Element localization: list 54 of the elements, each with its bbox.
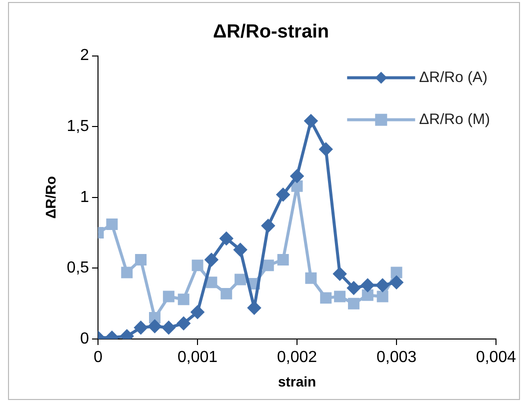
point: [162, 321, 176, 334]
point: [362, 289, 374, 301]
x-tick-label: 0,003: [376, 349, 417, 366]
point: [276, 188, 290, 202]
point: [334, 290, 346, 302]
point: [291, 180, 303, 192]
point: [262, 260, 274, 272]
point: [234, 274, 246, 286]
point: [121, 266, 133, 278]
point: [348, 298, 360, 310]
legend-label: ΔR/Ro (M): [419, 110, 490, 128]
point: [177, 316, 190, 330]
point: [148, 320, 162, 333]
point: [204, 253, 218, 266]
point: [106, 218, 118, 230]
y-tick-label: 0: [80, 330, 90, 348]
point: [390, 266, 402, 278]
point: [191, 306, 204, 319]
legend-label: ΔR/Ro (A): [419, 68, 488, 86]
point: [361, 278, 374, 292]
point: [320, 292, 332, 304]
point: [135, 254, 147, 266]
point: [192, 260, 204, 272]
point: [248, 301, 261, 314]
point: [319, 142, 332, 156]
x-axis-title: strain: [278, 373, 316, 390]
point: [290, 170, 304, 183]
x-tick-label: 0,004: [476, 349, 516, 366]
x-tick-label: 0: [94, 349, 103, 366]
point: [162, 290, 174, 302]
x-tick-label: 0,002: [276, 349, 318, 366]
point: [178, 294, 190, 306]
point: [206, 276, 218, 288]
point: [347, 282, 360, 295]
chart-title: ΔR/Ro-strain: [212, 22, 330, 43]
point: [304, 114, 318, 128]
y-tick-label: 0,5: [66, 260, 90, 277]
point: [305, 272, 317, 284]
point: [220, 288, 232, 300]
point: [376, 278, 390, 292]
x-tick-label: 0,001: [178, 349, 218, 366]
y-tick-label: 2: [80, 47, 90, 64]
y-tick-label: 1,5: [66, 118, 90, 136]
point: [277, 254, 289, 266]
point: [262, 219, 275, 232]
point: [234, 243, 247, 256]
point: [149, 312, 160, 324]
point: [376, 290, 388, 302]
y-axis-title: ΔR/Ro: [42, 176, 58, 219]
point: [220, 232, 233, 245]
point: [134, 321, 148, 334]
point: [333, 267, 346, 280]
y-tick-label: 1: [80, 188, 90, 206]
point: [390, 276, 403, 289]
